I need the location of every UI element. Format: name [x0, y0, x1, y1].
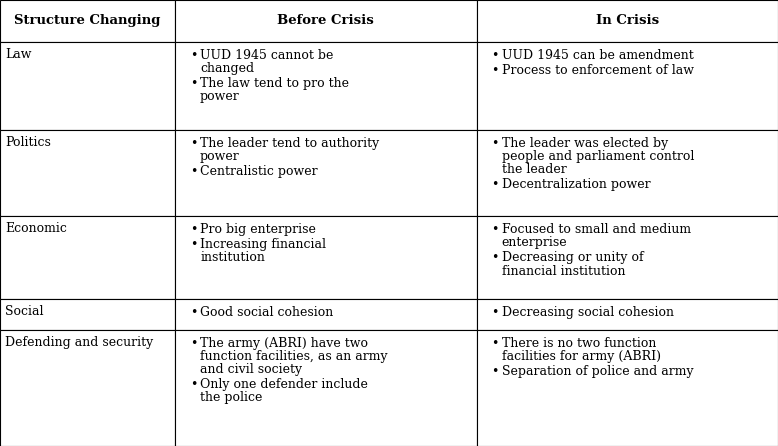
- Text: •: •: [190, 378, 198, 391]
- Text: people and parliament control: people and parliament control: [502, 150, 694, 163]
- Text: There is no two function: There is no two function: [502, 337, 656, 350]
- Bar: [175, 330, 476, 446]
- Text: and civil society: and civil society: [200, 363, 302, 376]
- Text: Economic: Economic: [5, 223, 67, 235]
- Text: Good social cohesion: Good social cohesion: [200, 306, 333, 319]
- Text: The army (ABRI) have two: The army (ABRI) have two: [200, 337, 368, 350]
- Bar: [476, 130, 778, 216]
- Bar: [175, 42, 476, 130]
- Text: Decreasing social cohesion: Decreasing social cohesion: [502, 306, 674, 319]
- Text: •: •: [492, 137, 499, 150]
- Text: •: •: [492, 64, 499, 77]
- Bar: [175, 216, 476, 299]
- Text: Centralistic power: Centralistic power: [200, 165, 317, 178]
- Text: Pro big enterprise: Pro big enterprise: [200, 223, 316, 236]
- Text: Structure Changing: Structure Changing: [14, 14, 161, 28]
- Text: the police: the police: [200, 391, 262, 404]
- Text: changed: changed: [200, 62, 254, 75]
- Text: •: •: [190, 223, 198, 236]
- Bar: [476, 216, 778, 299]
- Text: Decreasing or unity of: Decreasing or unity of: [502, 252, 643, 264]
- Text: •: •: [492, 178, 499, 191]
- Bar: [476, 0, 778, 42]
- Text: power: power: [200, 150, 240, 163]
- Text: Politics: Politics: [5, 136, 51, 149]
- Text: Before Crisis: Before Crisis: [278, 14, 374, 28]
- Text: Increasing financial: Increasing financial: [200, 239, 326, 252]
- Text: the leader: the leader: [502, 163, 566, 176]
- Text: •: •: [492, 252, 499, 264]
- Text: •: •: [190, 306, 198, 319]
- Text: function facilities, as an army: function facilities, as an army: [200, 350, 387, 363]
- Text: •: •: [190, 165, 198, 178]
- Bar: [175, 0, 476, 42]
- Text: UUD 1945 can be amendment: UUD 1945 can be amendment: [502, 49, 693, 62]
- Text: Decentralization power: Decentralization power: [502, 178, 650, 191]
- Text: facilities for army (ABRI): facilities for army (ABRI): [502, 350, 661, 363]
- Text: The leader was elected by: The leader was elected by: [502, 137, 668, 150]
- Text: institution: institution: [200, 252, 265, 264]
- Text: Defending and security: Defending and security: [5, 336, 153, 349]
- Bar: [476, 330, 778, 446]
- Text: Only one defender include: Only one defender include: [200, 378, 368, 391]
- Bar: [175, 299, 476, 330]
- Text: Focused to small and medium: Focused to small and medium: [502, 223, 691, 236]
- Text: •: •: [492, 223, 499, 236]
- Text: •: •: [492, 49, 499, 62]
- Text: Law: Law: [5, 48, 31, 61]
- Text: Social: Social: [5, 305, 44, 318]
- Text: The leader tend to authority: The leader tend to authority: [200, 137, 380, 150]
- Bar: [0, 42, 175, 130]
- Text: •: •: [190, 239, 198, 252]
- Text: power: power: [200, 90, 240, 103]
- Text: In Crisis: In Crisis: [596, 14, 659, 28]
- Text: Process to enforcement of law: Process to enforcement of law: [502, 64, 693, 77]
- Text: •: •: [492, 365, 499, 378]
- Text: enterprise: enterprise: [502, 236, 567, 249]
- Text: •: •: [190, 49, 198, 62]
- Text: •: •: [190, 77, 198, 90]
- Bar: [0, 0, 175, 42]
- Bar: [476, 299, 778, 330]
- Bar: [0, 299, 175, 330]
- Bar: [0, 130, 175, 216]
- Text: financial institution: financial institution: [502, 264, 625, 277]
- Text: UUD 1945 cannot be: UUD 1945 cannot be: [200, 49, 334, 62]
- Text: •: •: [492, 337, 499, 350]
- Bar: [0, 216, 175, 299]
- Bar: [476, 42, 778, 130]
- Bar: [0, 330, 175, 446]
- Bar: [175, 130, 476, 216]
- Text: •: •: [492, 306, 499, 319]
- Text: •: •: [190, 337, 198, 350]
- Text: Separation of police and army: Separation of police and army: [502, 365, 693, 378]
- Text: •: •: [190, 137, 198, 150]
- Text: The law tend to pro the: The law tend to pro the: [200, 77, 349, 90]
